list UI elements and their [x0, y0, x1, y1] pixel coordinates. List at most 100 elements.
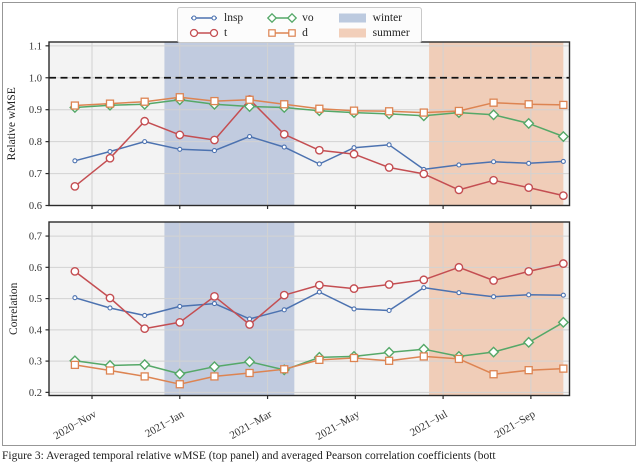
y-axis-label: Relative wMSE — [6, 87, 18, 160]
data-point — [211, 301, 218, 307]
lnsp-legend-marker-icon — [191, 14, 217, 21]
data-point — [560, 292, 566, 298]
data-point — [281, 307, 287, 313]
legend-item-t: t — [189, 27, 243, 39]
data-point — [487, 346, 500, 358]
series-t — [70, 95, 568, 201]
x-tick-label: 2021−Sep — [493, 408, 538, 441]
data-point — [175, 317, 185, 327]
data-point — [421, 285, 427, 291]
y-tick-label: 0.6 — [29, 263, 42, 274]
y-tick-label: 1.1 — [29, 41, 42, 52]
data-point — [489, 175, 498, 185]
data-point — [524, 266, 534, 276]
data-point — [105, 293, 115, 303]
legend-item-d: d — [267, 27, 314, 39]
data-point — [174, 368, 186, 380]
data-point — [454, 185, 464, 195]
data-point — [315, 104, 324, 113]
y-tick-label: 0.4 — [29, 325, 43, 336]
data-point — [522, 336, 535, 349]
data-point — [419, 169, 429, 179]
data-point — [384, 280, 394, 289]
data-point — [105, 153, 115, 163]
data-point — [245, 95, 254, 104]
data-point — [314, 280, 324, 290]
data-point — [524, 183, 534, 193]
y-tick-label: 0.3 — [29, 357, 42, 368]
figure-caption: Figure 3: Averaged temporal relative wMS… — [2, 450, 496, 462]
data-point — [349, 106, 359, 115]
summer-band — [429, 222, 564, 396]
data-point — [419, 108, 428, 117]
winter-legend-marker-icon — [338, 13, 366, 22]
data-point — [105, 99, 115, 108]
data-point — [487, 109, 500, 121]
data-point — [245, 368, 254, 378]
data-point — [489, 370, 498, 379]
data-point — [142, 139, 148, 145]
data-point — [491, 159, 497, 165]
x-tick-label: 2020−Nov — [52, 408, 99, 442]
data-point — [175, 380, 184, 389]
y-axis-label: Correlation — [8, 282, 20, 335]
data-point — [456, 290, 462, 296]
legend-label: vo — [302, 11, 314, 24]
y-tick-label: 0.7 — [29, 169, 42, 180]
legend-item-winter: winter — [338, 12, 410, 24]
data-point — [316, 161, 322, 167]
data-point — [454, 262, 464, 272]
data-point — [140, 324, 150, 334]
data-point — [558, 259, 568, 268]
data-point — [384, 163, 394, 172]
data-point — [349, 353, 359, 363]
data-point — [419, 352, 428, 361]
data-point — [177, 303, 183, 309]
data-point — [72, 295, 78, 301]
data-point — [351, 306, 357, 312]
data-point — [559, 100, 568, 110]
data-point — [175, 130, 185, 140]
data-point — [419, 275, 429, 285]
legend-item-lnsp: lnsp — [189, 12, 243, 24]
data-point — [456, 162, 462, 168]
legend-label: t — [224, 26, 228, 39]
data-point — [491, 294, 497, 300]
legend-label: d — [302, 26, 308, 39]
y-tick-label: 1.0 — [29, 73, 42, 84]
y-tick-label: 0.7 — [29, 232, 42, 243]
x-tick-label: 2021−Mar — [228, 408, 275, 442]
data-point — [72, 158, 78, 164]
data-point — [526, 292, 532, 298]
data-point — [316, 289, 322, 295]
data-point — [245, 320, 254, 329]
data-point — [107, 148, 113, 155]
data-point — [386, 142, 392, 148]
y-tick-label: 0.9 — [29, 105, 42, 116]
data-point — [559, 364, 568, 373]
legend-item-summer: summer — [338, 27, 410, 39]
legend: lnsp t vo d winter summer — [177, 7, 422, 43]
data-point — [454, 106, 464, 116]
data-point — [315, 355, 324, 365]
data-point — [351, 145, 357, 151]
data-point — [279, 290, 289, 300]
x-tick-label: 2021−May — [314, 408, 362, 443]
data-point — [349, 149, 359, 159]
data-point — [280, 100, 289, 109]
data-point — [384, 107, 394, 116]
data-point — [349, 284, 359, 293]
y-tick-label: 0.6 — [29, 201, 42, 212]
y-tick-label: 0.2 — [29, 388, 42, 399]
vo-legend-marker-icon — [267, 12, 298, 23]
data-point — [70, 360, 80, 370]
data-point — [210, 135, 219, 145]
legend-label: lnsp — [224, 11, 244, 24]
data-point — [386, 307, 392, 314]
data-point — [454, 354, 464, 364]
data-point — [280, 365, 289, 374]
panel-bottom: 0.2 0.3 0.4 0.5 0.6 0.7 Correlation — [8, 221, 571, 399]
data-point — [138, 358, 151, 371]
data-point — [247, 133, 253, 140]
data-point — [70, 101, 80, 110]
